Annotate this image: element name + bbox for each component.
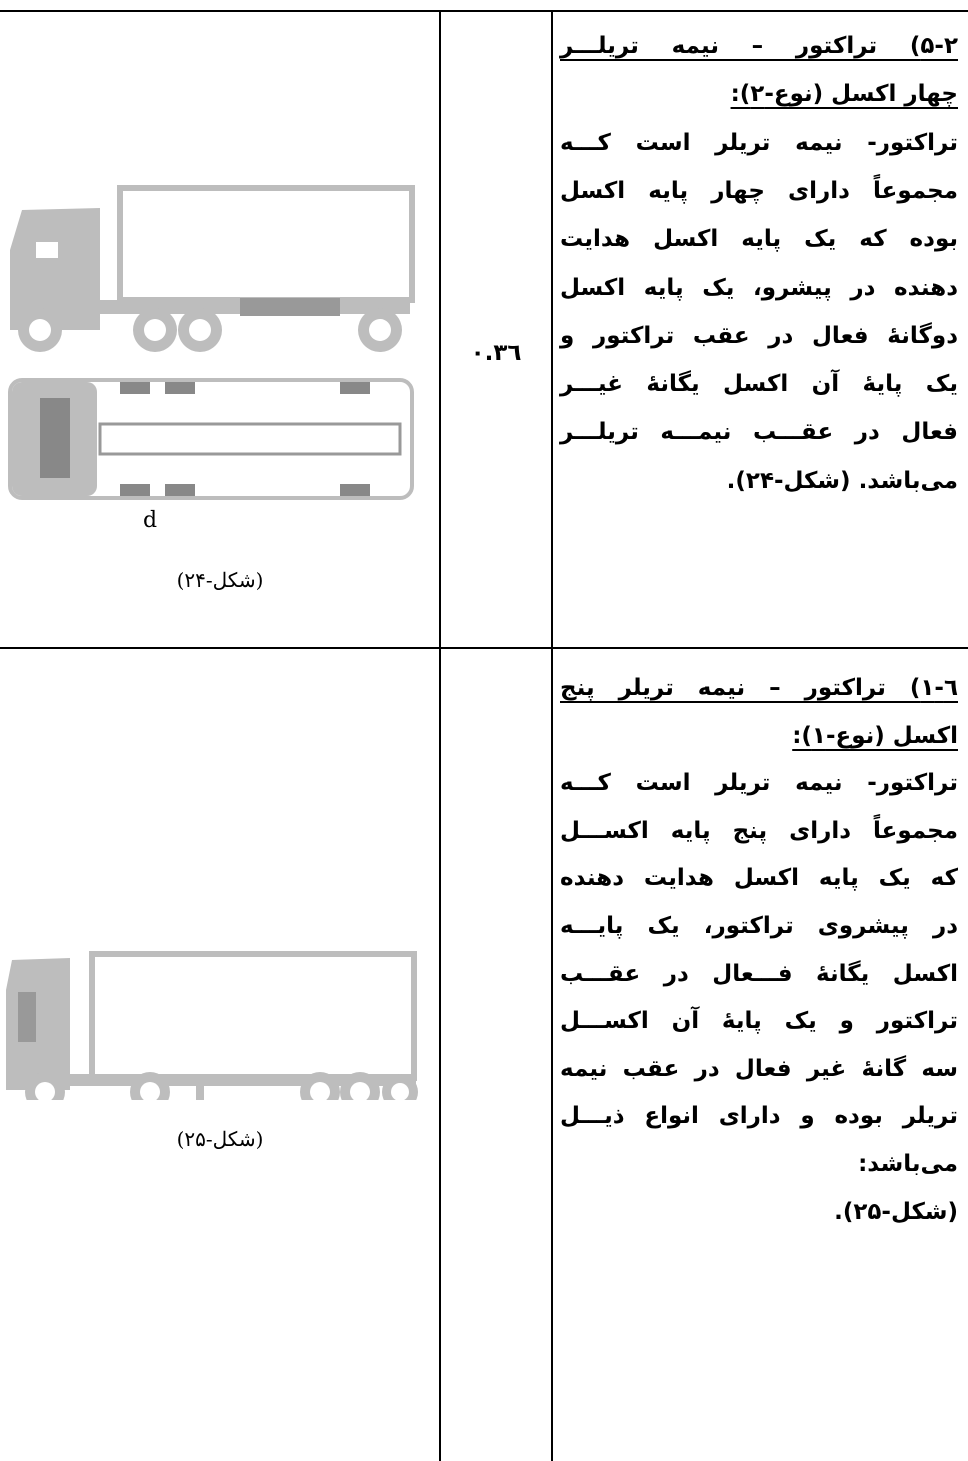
- column-border: [551, 10, 553, 1461]
- dimension-label: d: [142, 508, 158, 533]
- heading-line: اکسل (نوع-۱):: [560, 720, 958, 752]
- column-border: [439, 10, 441, 1461]
- body-line: مجموعاً دارای چهار پایه اکسل: [560, 177, 958, 204]
- row-border: [0, 647, 968, 649]
- body-line: فعال در عقـــب نیمـــه تریلـــر: [560, 419, 958, 446]
- heading-text: ٦-۱) تراکتور – نیمه تریلر پنج: [560, 675, 958, 701]
- heading-text: چهار اکسل (نوع-۲):: [730, 81, 958, 108]
- heading-text: اکسل (نوع-۱):: [792, 722, 958, 749]
- body-line: سه گانۀ غیر فعال در عقب نیمه: [560, 1055, 958, 1082]
- body-line: تریلر بوده و دارای انواع ذیـــل: [560, 1103, 958, 1130]
- heading-text: ۵-۲) تراکتور – نیمه تریلـــر: [560, 33, 958, 59]
- heading-line: چهار اکسل (نوع-۲):: [560, 78, 958, 110]
- body-line: تراکتور و یک پایۀ آن اکســـل: [560, 1008, 958, 1035]
- figure-caption: (شکل-۲۴): [176, 568, 264, 592]
- body-line: در پیشروی تراکتور، یک پایـــه: [560, 913, 958, 939]
- figure-caption: (شکل-۲۵): [176, 1127, 264, 1151]
- table-border: [0, 10, 968, 12]
- value-cell: ۳٦.۰: [470, 340, 522, 366]
- body-line: تراکتور- نیمه تریلر است کـــه: [560, 770, 958, 797]
- body-line: می‌باشد:: [858, 1151, 958, 1177]
- body-line: دهنده در پیشرو، یک پایه اکسل: [560, 274, 958, 301]
- body-line: که یک پایه اکسل هدایت دهنده: [560, 865, 958, 892]
- body-line: اکسل یگانۀ فـــعال در عقـــب: [560, 960, 958, 987]
- body-line: تراکتور- نیمه تریلر است کـــه: [560, 129, 958, 156]
- truck-figure: [8, 185, 415, 500]
- truck-figure: [6, 951, 418, 1100]
- heading-line: ۵-۲) تراکتور – نیمه تریلـــر: [560, 30, 958, 62]
- body-line: دوگانۀ فعال در عقب تراکتور و: [560, 322, 958, 349]
- body-line: (شکل-۲۵).: [834, 1198, 958, 1225]
- body-line: یک پایۀ آن اکسل یگانۀ غیـــر: [560, 371, 958, 398]
- body-line: مجموعاً دارای پنج پایه اکســـل: [560, 817, 958, 844]
- body-line: می‌باشد. (شکل-۲۴).: [726, 467, 958, 494]
- heading-line: ٦-۱) تراکتور – نیمه تریلر پنج: [560, 672, 958, 704]
- body-line: بوده که یک پایه اکسل هدایت: [560, 226, 958, 253]
